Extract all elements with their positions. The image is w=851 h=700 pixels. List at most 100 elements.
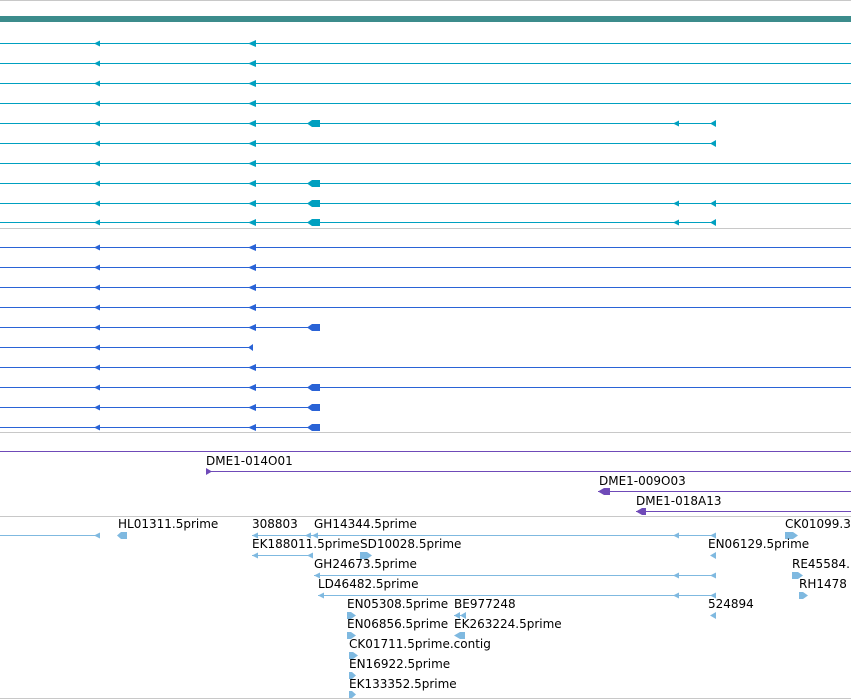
exon-arrow xyxy=(248,344,253,351)
transcript[interactable] xyxy=(0,344,253,351)
clone-label: DME1-014O01 xyxy=(206,454,293,468)
exon-arrow xyxy=(94,284,100,291)
teal-transcript-group xyxy=(0,40,851,226)
clone-end-arrow xyxy=(598,488,610,495)
transcript[interactable] xyxy=(0,304,851,311)
transcript[interactable] xyxy=(0,244,851,251)
est-arrow xyxy=(710,532,716,539)
clone-dme1-018a13[interactable] xyxy=(636,508,851,515)
transcript[interactable] xyxy=(0,364,851,371)
est-alignment-ld46482[interactable] xyxy=(318,592,716,599)
est-arrow xyxy=(673,572,679,579)
est-block-en05308[interactable] xyxy=(347,612,356,619)
est-block-ek133352[interactable] xyxy=(349,691,356,698)
exon-arrow xyxy=(94,424,100,431)
est-label: EN06856.5prime xyxy=(347,617,449,631)
exon-arrow xyxy=(248,404,256,411)
exon-arrow xyxy=(248,60,256,67)
exon-arrow xyxy=(710,140,716,147)
est-alignment-ek188011[interactable] xyxy=(252,552,313,559)
transcript[interactable] xyxy=(0,40,851,47)
est-arrow xyxy=(710,592,716,599)
clone-dme1-009o03[interactable] xyxy=(598,488,851,495)
est-label: EN05308.5prime xyxy=(347,597,449,611)
est-block-ck01099[interactable] xyxy=(785,532,798,539)
est-block-en16922[interactable] xyxy=(349,672,356,679)
exon-arrow xyxy=(248,264,256,271)
exon-arrow xyxy=(94,219,100,226)
clone-label: DME1-009O03 xyxy=(599,474,686,488)
est-label: EK263224.5prime xyxy=(454,617,562,631)
est-arrow xyxy=(710,572,716,579)
exon-block xyxy=(307,384,320,391)
exon-arrow xyxy=(710,219,716,226)
exon-block xyxy=(307,219,320,226)
transcript[interactable] xyxy=(0,324,320,331)
clone-dme1-014o01[interactable] xyxy=(206,468,851,475)
est-alignment-gh24673[interactable] xyxy=(314,572,716,579)
clone-label: DME1-018A13 xyxy=(636,494,722,508)
est-label: RH1478 xyxy=(799,577,847,591)
exon-arrow xyxy=(248,80,256,87)
exon-block xyxy=(307,200,320,207)
est-label: SD10028.5prime xyxy=(360,537,462,551)
est-block-en06856[interactable] xyxy=(347,632,356,639)
transcript[interactable] xyxy=(0,160,851,167)
est-label: CK01099.3 xyxy=(785,517,851,531)
est-arrow-en06129[interactable] xyxy=(710,552,716,559)
transcript[interactable] xyxy=(0,200,851,207)
est-label: HL01311.5prime xyxy=(118,517,219,531)
est-label: GH14344.5prime xyxy=(314,517,417,531)
est-arrow xyxy=(305,532,311,539)
exon-arrow xyxy=(248,364,256,371)
transcript[interactable] xyxy=(0,284,851,291)
est-alignment-be977248[interactable] xyxy=(454,612,466,619)
exon-arrow xyxy=(94,120,100,127)
exon-arrow xyxy=(94,200,100,207)
transcript[interactable] xyxy=(0,424,320,431)
est-label: EN16922.5prime xyxy=(349,657,451,671)
est-label: 524894 xyxy=(708,597,754,611)
est-alignment[interactable] xyxy=(0,532,100,539)
est-block-ck01711[interactable] xyxy=(349,652,358,659)
est-block-rh1478[interactable] xyxy=(799,592,808,599)
exon-arrow xyxy=(94,384,100,391)
transcript[interactable] xyxy=(0,384,851,391)
est-block-re45584[interactable] xyxy=(792,572,803,579)
exon-arrow xyxy=(94,100,100,107)
est-alignment-308803[interactable] xyxy=(252,532,318,539)
exon-block xyxy=(307,424,320,431)
transcript[interactable] xyxy=(0,404,320,411)
transcript[interactable] xyxy=(0,180,851,187)
exon-arrow xyxy=(94,404,100,411)
est-arrow xyxy=(307,552,313,559)
transcript[interactable] xyxy=(0,120,716,127)
est-arrow-524894[interactable] xyxy=(710,612,716,619)
est-block-ek263224[interactable] xyxy=(454,632,465,639)
transcript[interactable] xyxy=(0,140,716,147)
transcript[interactable] xyxy=(0,264,851,271)
est-block-sd10028[interactable] xyxy=(360,552,372,559)
est-arrow xyxy=(460,612,466,619)
transcript[interactable] xyxy=(0,60,851,67)
transcript[interactable] xyxy=(0,100,851,107)
exon-arrow xyxy=(248,140,256,147)
exon-arrow xyxy=(94,180,100,187)
est-block-hl01311[interactable] xyxy=(117,532,127,539)
exon-arrow xyxy=(248,160,256,167)
exon-arrow xyxy=(248,219,256,226)
est-alignment-gh14344[interactable] xyxy=(316,532,716,539)
exon-arrow xyxy=(94,264,100,271)
exon-arrow xyxy=(248,384,256,391)
gene-track-header-bar xyxy=(0,16,851,22)
exon-arrow xyxy=(248,284,256,291)
est-arrow xyxy=(673,532,679,539)
transcript[interactable] xyxy=(0,80,851,87)
est-arrow xyxy=(673,592,679,599)
exon-arrow xyxy=(248,324,256,331)
est-arrow xyxy=(94,532,100,539)
exon-arrow xyxy=(248,244,256,251)
est-arrow xyxy=(252,552,258,559)
transcript[interactable] xyxy=(0,219,716,226)
